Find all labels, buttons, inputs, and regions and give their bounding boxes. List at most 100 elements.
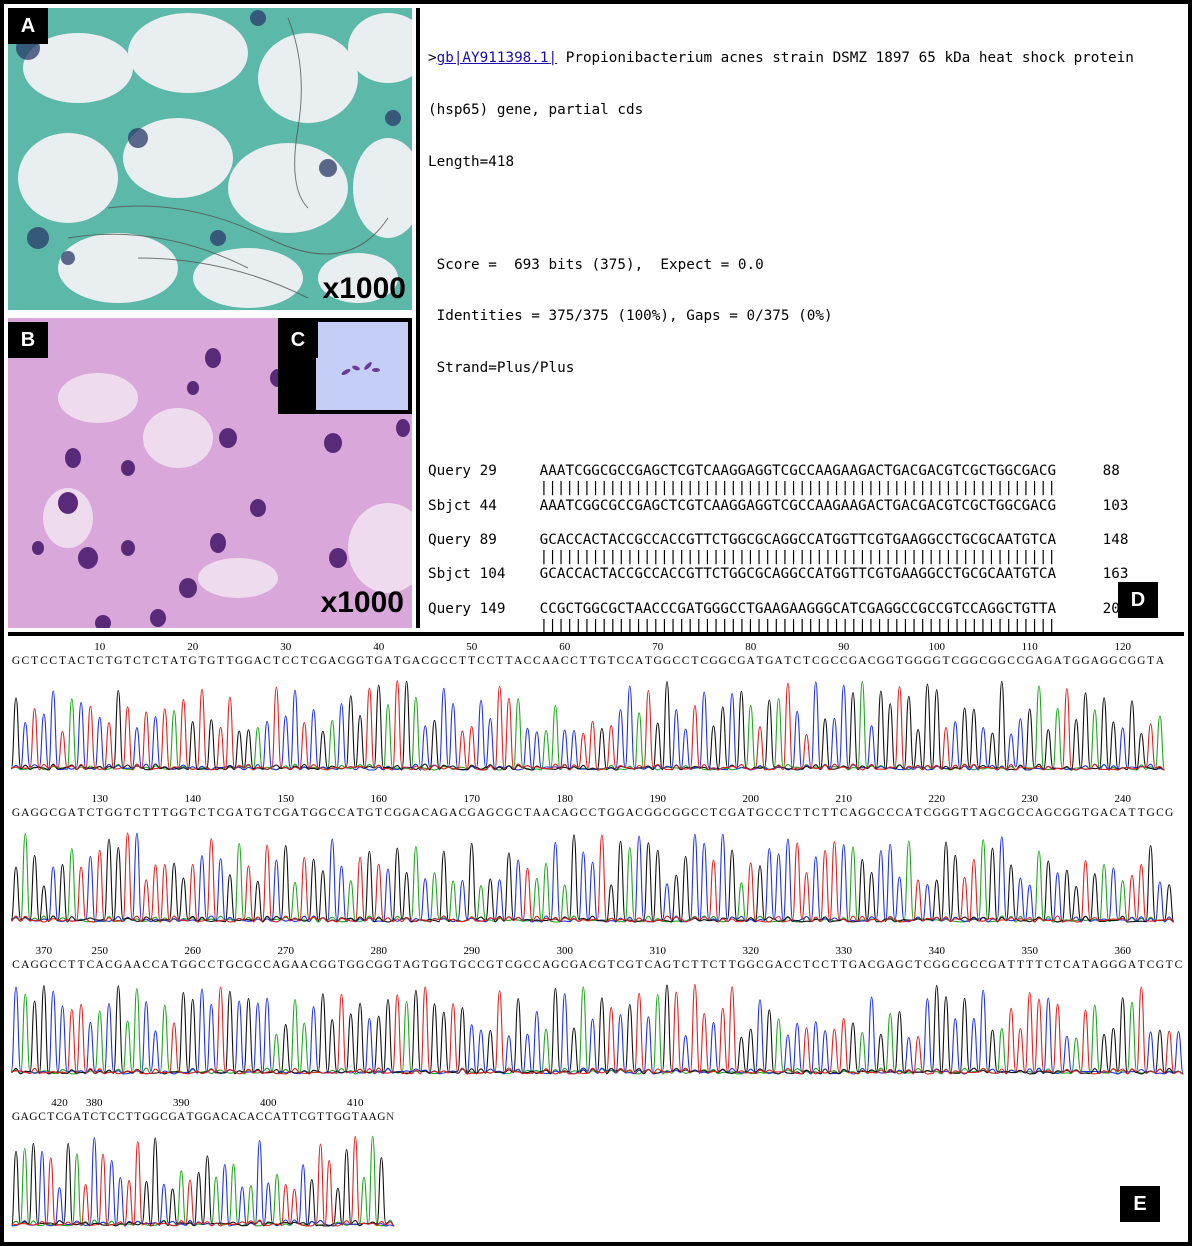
base-call: C: [1054, 807, 1062, 819]
panel-e-chromatogram: 10 20 30 40 50 60 70 80 90 100 110 120 G C T C C T A C T C T G T…: [8, 632, 1184, 1238]
base-call: G: [960, 959, 968, 971]
base-call: T: [1008, 959, 1015, 971]
base-call: G: [728, 807, 736, 819]
base-call: G: [486, 807, 494, 819]
base-call: G: [988, 959, 996, 971]
base-call: C: [951, 655, 959, 667]
panel-b-label: B: [8, 322, 48, 358]
base-call: C: [142, 959, 150, 971]
base-call: T: [31, 655, 38, 667]
base-call: C: [299, 1111, 307, 1123]
base-call: C: [672, 655, 680, 667]
base-call: G: [1137, 655, 1145, 667]
base-call: A: [542, 959, 551, 971]
base-call: T: [217, 959, 224, 971]
base-call: C: [238, 1111, 246, 1123]
base-call: T: [505, 655, 512, 667]
base-call: T: [124, 807, 131, 819]
base-call: C: [877, 807, 885, 819]
base-call: C: [198, 959, 206, 971]
base-call: G: [867, 807, 875, 819]
base-call: C: [1110, 807, 1118, 819]
base-call: G: [347, 959, 355, 971]
accession-link[interactable]: gb|AY911398.1|: [436, 50, 558, 67]
base-call: N: [386, 1111, 395, 1123]
base-call: T: [1026, 959, 1033, 971]
panel-a-image: [8, 8, 412, 310]
base-call: G: [309, 807, 317, 819]
base-call: T: [208, 807, 215, 819]
base-call: G: [1128, 655, 1136, 667]
sbjct-label: Sbjct: [428, 566, 480, 583]
base-call: C: [338, 655, 346, 667]
base-call: C: [570, 655, 578, 667]
base-call: A: [96, 959, 105, 971]
base-call: G: [308, 1111, 316, 1123]
base-call: C: [1063, 959, 1071, 971]
base-call: G: [933, 959, 941, 971]
base-call: T: [152, 807, 159, 819]
base-call: C: [840, 807, 848, 819]
panel-c-image: [316, 322, 408, 410]
base-call: C: [700, 655, 708, 667]
base-call: T: [1138, 959, 1145, 971]
base-call: G: [430, 959, 438, 971]
base-call: G: [1119, 959, 1127, 971]
base-call: C: [264, 1111, 272, 1123]
base-call: A: [1091, 655, 1100, 667]
base-call: C: [38, 1111, 46, 1123]
position-tick: 200: [742, 793, 759, 805]
position-tick: 100: [928, 641, 945, 653]
base-call: C: [477, 655, 485, 667]
base-call: C: [117, 1111, 125, 1123]
base-call: A: [412, 807, 421, 819]
base-call: A: [430, 807, 439, 819]
sequence-length: Length=418: [428, 153, 515, 170]
identities-line: Identities = 375/375 (100%), Gaps = 0/37…: [428, 308, 833, 325]
base-call: A: [73, 1111, 82, 1123]
base-call: C: [108, 1111, 116, 1123]
base-call: A: [579, 959, 588, 971]
base-call: C: [486, 655, 494, 667]
base-call: T: [352, 1111, 359, 1123]
base-call: A: [1128, 959, 1137, 971]
base-call: C: [12, 959, 20, 971]
position-tick: 190: [649, 793, 666, 805]
base-call: C: [1175, 959, 1183, 971]
base-call: A: [747, 655, 756, 667]
base-call: G: [849, 655, 857, 667]
base-call: A: [1091, 959, 1100, 971]
base-call: A: [300, 959, 309, 971]
base-call: A: [254, 655, 263, 667]
sbjct-label: Sbjct: [428, 497, 480, 514]
query-end: 148: [1102, 531, 1129, 548]
base-call: C: [160, 1111, 168, 1123]
base-call: T: [1166, 959, 1173, 971]
base-call: T: [82, 1111, 89, 1123]
base-call: T: [375, 807, 382, 819]
base-call: A: [1035, 807, 1044, 819]
base-call: A: [272, 959, 281, 971]
base-call: A: [170, 655, 179, 667]
base-call: G: [681, 807, 689, 819]
base-call: G: [1146, 807, 1154, 819]
base-call: G: [598, 959, 606, 971]
base-call: T: [822, 807, 829, 819]
base-call: A: [477, 807, 486, 819]
base-call: C: [96, 655, 104, 667]
base-call: G: [412, 959, 420, 971]
base-call: C: [77, 655, 85, 667]
base-call: G: [737, 959, 745, 971]
base-call: T: [273, 655, 280, 667]
base-call: A: [858, 655, 867, 667]
base-call: A: [979, 807, 988, 819]
base-call: C: [198, 807, 206, 819]
position-tick: 180: [556, 793, 573, 805]
base-call: G: [458, 959, 466, 971]
base-call: C: [207, 959, 215, 971]
base-call: C: [691, 807, 699, 819]
base-call: A: [133, 959, 142, 971]
base-call: G: [644, 807, 652, 819]
base-call: A: [68, 655, 77, 667]
base-call: T: [831, 959, 838, 971]
